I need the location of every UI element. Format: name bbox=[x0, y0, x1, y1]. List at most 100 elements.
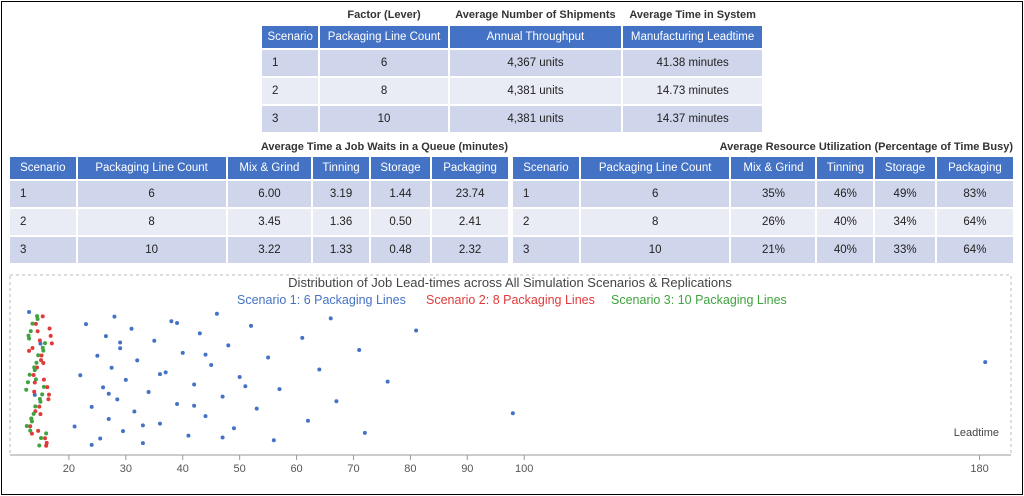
column-header: Mix & Grind bbox=[227, 157, 312, 179]
point bbox=[95, 353, 100, 358]
point bbox=[277, 387, 282, 392]
table-cell: 34% bbox=[875, 209, 935, 235]
table-row: 3 10 3.22 1.33 0.48 2.32 bbox=[10, 237, 508, 263]
point bbox=[157, 421, 162, 426]
table-cell: 1 bbox=[10, 181, 76, 207]
table-cell: 41.38 minutes bbox=[623, 50, 762, 76]
table-row: 2 8 26% 40% 34% 64% bbox=[513, 209, 1013, 235]
point bbox=[27, 372, 32, 377]
point bbox=[46, 392, 51, 397]
table-row: 1 6 6.00 3.19 1.44 23.74 bbox=[10, 181, 508, 207]
column-header: Packaging bbox=[936, 157, 1013, 179]
x-tick-label: 20 bbox=[63, 463, 75, 475]
table-row: 2 8 4,381 units 14.73 minutes bbox=[262, 78, 762, 104]
point bbox=[32, 392, 37, 397]
table-cell: 35% bbox=[731, 181, 816, 207]
x-tick-label: 80 bbox=[404, 463, 416, 475]
point bbox=[31, 373, 36, 378]
system-table: Factor (Lever) Average Number of Shipment… bbox=[260, 4, 764, 134]
point bbox=[152, 338, 157, 343]
point bbox=[266, 355, 271, 360]
point bbox=[231, 426, 236, 431]
point bbox=[37, 338, 42, 343]
legend-entry: Scenario 1: 6 Packaging Lines bbox=[237, 293, 406, 307]
group-label: Average Time in System bbox=[629, 9, 756, 21]
table-cell: 4,381 units bbox=[449, 78, 622, 104]
column-header: Storage bbox=[875, 157, 935, 179]
column-header: Packaging Line Count bbox=[320, 26, 448, 48]
table-title: Average Time a Job Waits in a Queue (min… bbox=[260, 141, 508, 153]
table-row: 3 10 4,381 units 14.37 minutes bbox=[262, 106, 762, 132]
point bbox=[89, 404, 94, 409]
point bbox=[192, 403, 197, 408]
point bbox=[175, 320, 180, 325]
point bbox=[385, 379, 390, 384]
group-label: Factor (Lever) bbox=[347, 9, 421, 21]
point bbox=[109, 365, 114, 370]
point bbox=[35, 314, 40, 319]
point bbox=[33, 404, 38, 409]
table-row: 2 8 3.45 1.36 0.50 2.41 bbox=[10, 209, 508, 235]
table-cell: 83% bbox=[936, 181, 1013, 207]
table-cell: 49% bbox=[875, 181, 935, 207]
point bbox=[47, 326, 52, 331]
group-row: Factor (Lever) Average Number of Shipment… bbox=[262, 6, 762, 24]
point bbox=[357, 348, 362, 353]
point bbox=[118, 340, 123, 345]
table-cell: 8 bbox=[77, 209, 226, 235]
column-header: Packaging Line Count bbox=[77, 157, 226, 179]
table-cell: 14.37 minutes bbox=[623, 106, 762, 132]
point bbox=[28, 424, 33, 429]
point bbox=[129, 326, 134, 331]
table-cell: 8 bbox=[580, 209, 730, 235]
table-cell: 26% bbox=[731, 209, 816, 235]
point bbox=[32, 380, 37, 385]
point bbox=[237, 375, 242, 380]
queue-table: Scenario Packaging Line Count Mix & Grind T… bbox=[8, 155, 510, 265]
table-cell: 64% bbox=[936, 209, 1013, 235]
point bbox=[106, 416, 111, 421]
point bbox=[41, 377, 46, 382]
group-spacer bbox=[262, 6, 318, 24]
point bbox=[36, 428, 41, 433]
point bbox=[203, 352, 208, 357]
table-cell: 21% bbox=[731, 237, 816, 263]
table-cell: 23.74 bbox=[432, 181, 508, 207]
point bbox=[39, 358, 44, 363]
table-cell: 6 bbox=[580, 181, 730, 207]
point bbox=[243, 384, 248, 389]
point bbox=[36, 353, 41, 358]
column-header: Tinning bbox=[817, 157, 874, 179]
table-cell: 1.33 bbox=[313, 237, 369, 263]
point bbox=[37, 396, 42, 401]
column-header: Scenario bbox=[262, 26, 319, 48]
table-cell: 2 bbox=[513, 209, 579, 235]
table-cell: 3.45 bbox=[227, 209, 312, 235]
table-cell: 3.22 bbox=[227, 237, 312, 263]
table-cell: 1.36 bbox=[313, 209, 369, 235]
table-cell: 33% bbox=[875, 237, 935, 263]
point bbox=[43, 341, 48, 346]
point bbox=[135, 358, 140, 363]
table-cell: 4,381 units bbox=[449, 106, 622, 132]
point bbox=[32, 389, 37, 394]
utilization-table: Scenario Packaging Line Count Mix & Grind T… bbox=[511, 155, 1015, 265]
chart: Distribution of Job Lead-times across Al… bbox=[9, 274, 1012, 475]
point bbox=[38, 341, 43, 346]
legend-entry: Scenario 3: 10 Packaging Lines bbox=[611, 293, 787, 307]
point bbox=[33, 321, 38, 326]
point bbox=[106, 391, 111, 396]
table-cell: 3 bbox=[262, 106, 319, 132]
table-cell: 40% bbox=[817, 209, 874, 235]
x-tick-label: 180 bbox=[970, 463, 988, 475]
table-body: 1 6 4,367 units 41.38 minutes 2 8 4,381 units 1… bbox=[262, 50, 762, 132]
table-cell: 40% bbox=[817, 237, 874, 263]
point bbox=[140, 441, 145, 446]
table-cell: 14.73 minutes bbox=[623, 78, 762, 104]
table-body: 1 6 6.00 3.19 1.44 23.74 2 8 3.45 1.36 0.50 2.41 3 10… bbox=[10, 181, 508, 263]
point bbox=[98, 436, 103, 441]
point bbox=[25, 380, 30, 385]
table-cell: 1 bbox=[262, 50, 319, 76]
point bbox=[30, 321, 35, 326]
point bbox=[220, 394, 225, 399]
